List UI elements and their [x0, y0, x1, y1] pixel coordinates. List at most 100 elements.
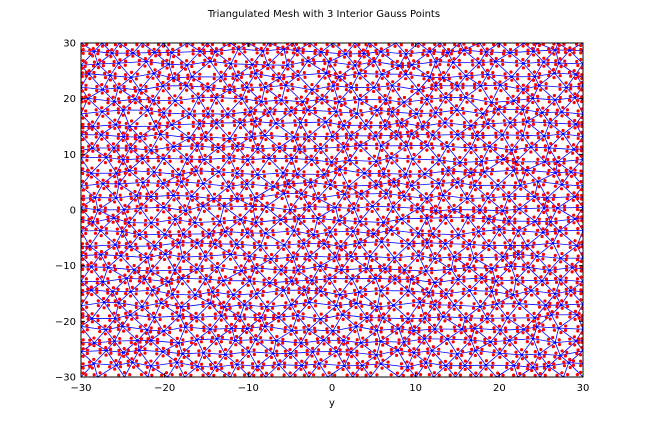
gauss-point [465, 213, 470, 217]
gauss-point [482, 232, 486, 236]
mesh-edge [311, 265, 321, 281]
gauss-point [172, 198, 176, 202]
gauss-point [209, 240, 213, 244]
mesh-node [320, 97, 324, 101]
gauss-point [137, 229, 142, 233]
mesh-edge [435, 61, 454, 63]
gauss-point [115, 227, 119, 231]
gauss-point [81, 299, 85, 303]
mesh-edge [509, 50, 534, 54]
mesh-edge [251, 136, 259, 150]
gauss-point [455, 356, 459, 360]
gauss-point [236, 367, 240, 371]
mesh-node [423, 316, 426, 320]
gauss-point [580, 225, 583, 229]
gauss-point [175, 344, 179, 348]
gauss-point [448, 317, 452, 321]
mesh-edge [426, 268, 452, 272]
gauss-point [127, 327, 131, 331]
gauss-point [271, 233, 275, 237]
gauss-point [103, 209, 107, 213]
mesh-edge [236, 232, 248, 245]
gauss-point [369, 302, 373, 306]
gauss-point [491, 219, 496, 223]
mesh-edge [312, 278, 330, 281]
gauss-point [187, 205, 192, 210]
mesh-edge [386, 181, 394, 194]
gauss-point [175, 245, 180, 249]
mesh-edge [353, 193, 362, 209]
gauss-point [379, 330, 383, 334]
mesh-edge [329, 278, 341, 296]
gauss-point [108, 198, 112, 202]
gauss-point [497, 224, 501, 229]
mesh-edge [520, 185, 535, 197]
gauss-point [366, 233, 370, 237]
gauss-point [258, 336, 263, 340]
mesh-edge [464, 350, 476, 366]
gauss-point [155, 361, 159, 365]
mesh-edge [376, 173, 384, 186]
mesh-edge [431, 338, 448, 351]
gauss-point [124, 228, 128, 233]
mesh-edge [405, 53, 412, 66]
mesh-edge [533, 365, 549, 368]
mesh-node [88, 245, 92, 248]
mesh-edge [411, 133, 428, 146]
gauss-point [96, 314, 100, 318]
mesh-edge [163, 112, 172, 125]
mesh-node [278, 76, 281, 80]
mesh-edge [174, 219, 184, 235]
mesh-edge [219, 219, 241, 222]
gauss-point [374, 324, 378, 328]
mesh-edge [325, 111, 337, 123]
gauss-point [328, 352, 332, 356]
gauss-point [318, 321, 323, 325]
gauss-point [447, 313, 451, 317]
mesh-edge [459, 162, 472, 173]
mesh-edge [509, 340, 523, 356]
mesh-edge [203, 157, 230, 160]
gauss-point [291, 312, 295, 316]
gauss-point [304, 361, 309, 365]
gauss-point [264, 254, 268, 258]
mesh-node [425, 241, 429, 244]
gauss-point [449, 353, 453, 358]
gauss-point [213, 312, 217, 316]
mesh-node [158, 132, 162, 136]
mesh-node [477, 61, 481, 65]
gauss-point [512, 255, 517, 259]
mesh-edge [473, 257, 493, 269]
mesh-edge [292, 255, 310, 258]
gauss-point [392, 260, 397, 264]
gauss-point [96, 299, 100, 303]
gauss-point [305, 349, 309, 353]
gauss-point [206, 197, 210, 202]
gauss-point [560, 371, 564, 375]
gauss-point [480, 347, 484, 352]
gauss-point [294, 361, 298, 365]
mesh-edge [513, 100, 524, 110]
gauss-point [117, 373, 121, 377]
gauss-point [421, 239, 425, 243]
gauss-point [526, 313, 530, 318]
gauss-point [242, 313, 246, 317]
mesh-node [428, 75, 432, 79]
gauss-point [102, 263, 106, 267]
gauss-point [342, 309, 346, 313]
mesh-node [389, 156, 392, 159]
mesh-edge [150, 222, 166, 235]
mesh-edge [131, 72, 154, 78]
mesh-edge [292, 329, 309, 331]
mesh-edge [499, 84, 515, 102]
mesh-node [347, 184, 350, 188]
mesh-edge [331, 136, 345, 148]
gauss-point [371, 228, 375, 232]
gauss-point [81, 288, 85, 293]
mesh-node [198, 50, 202, 53]
gauss-point [484, 275, 488, 279]
mesh-edge [255, 258, 272, 269]
mesh-edge [163, 100, 176, 114]
mesh-edge [116, 352, 124, 366]
gauss-point [401, 325, 405, 329]
